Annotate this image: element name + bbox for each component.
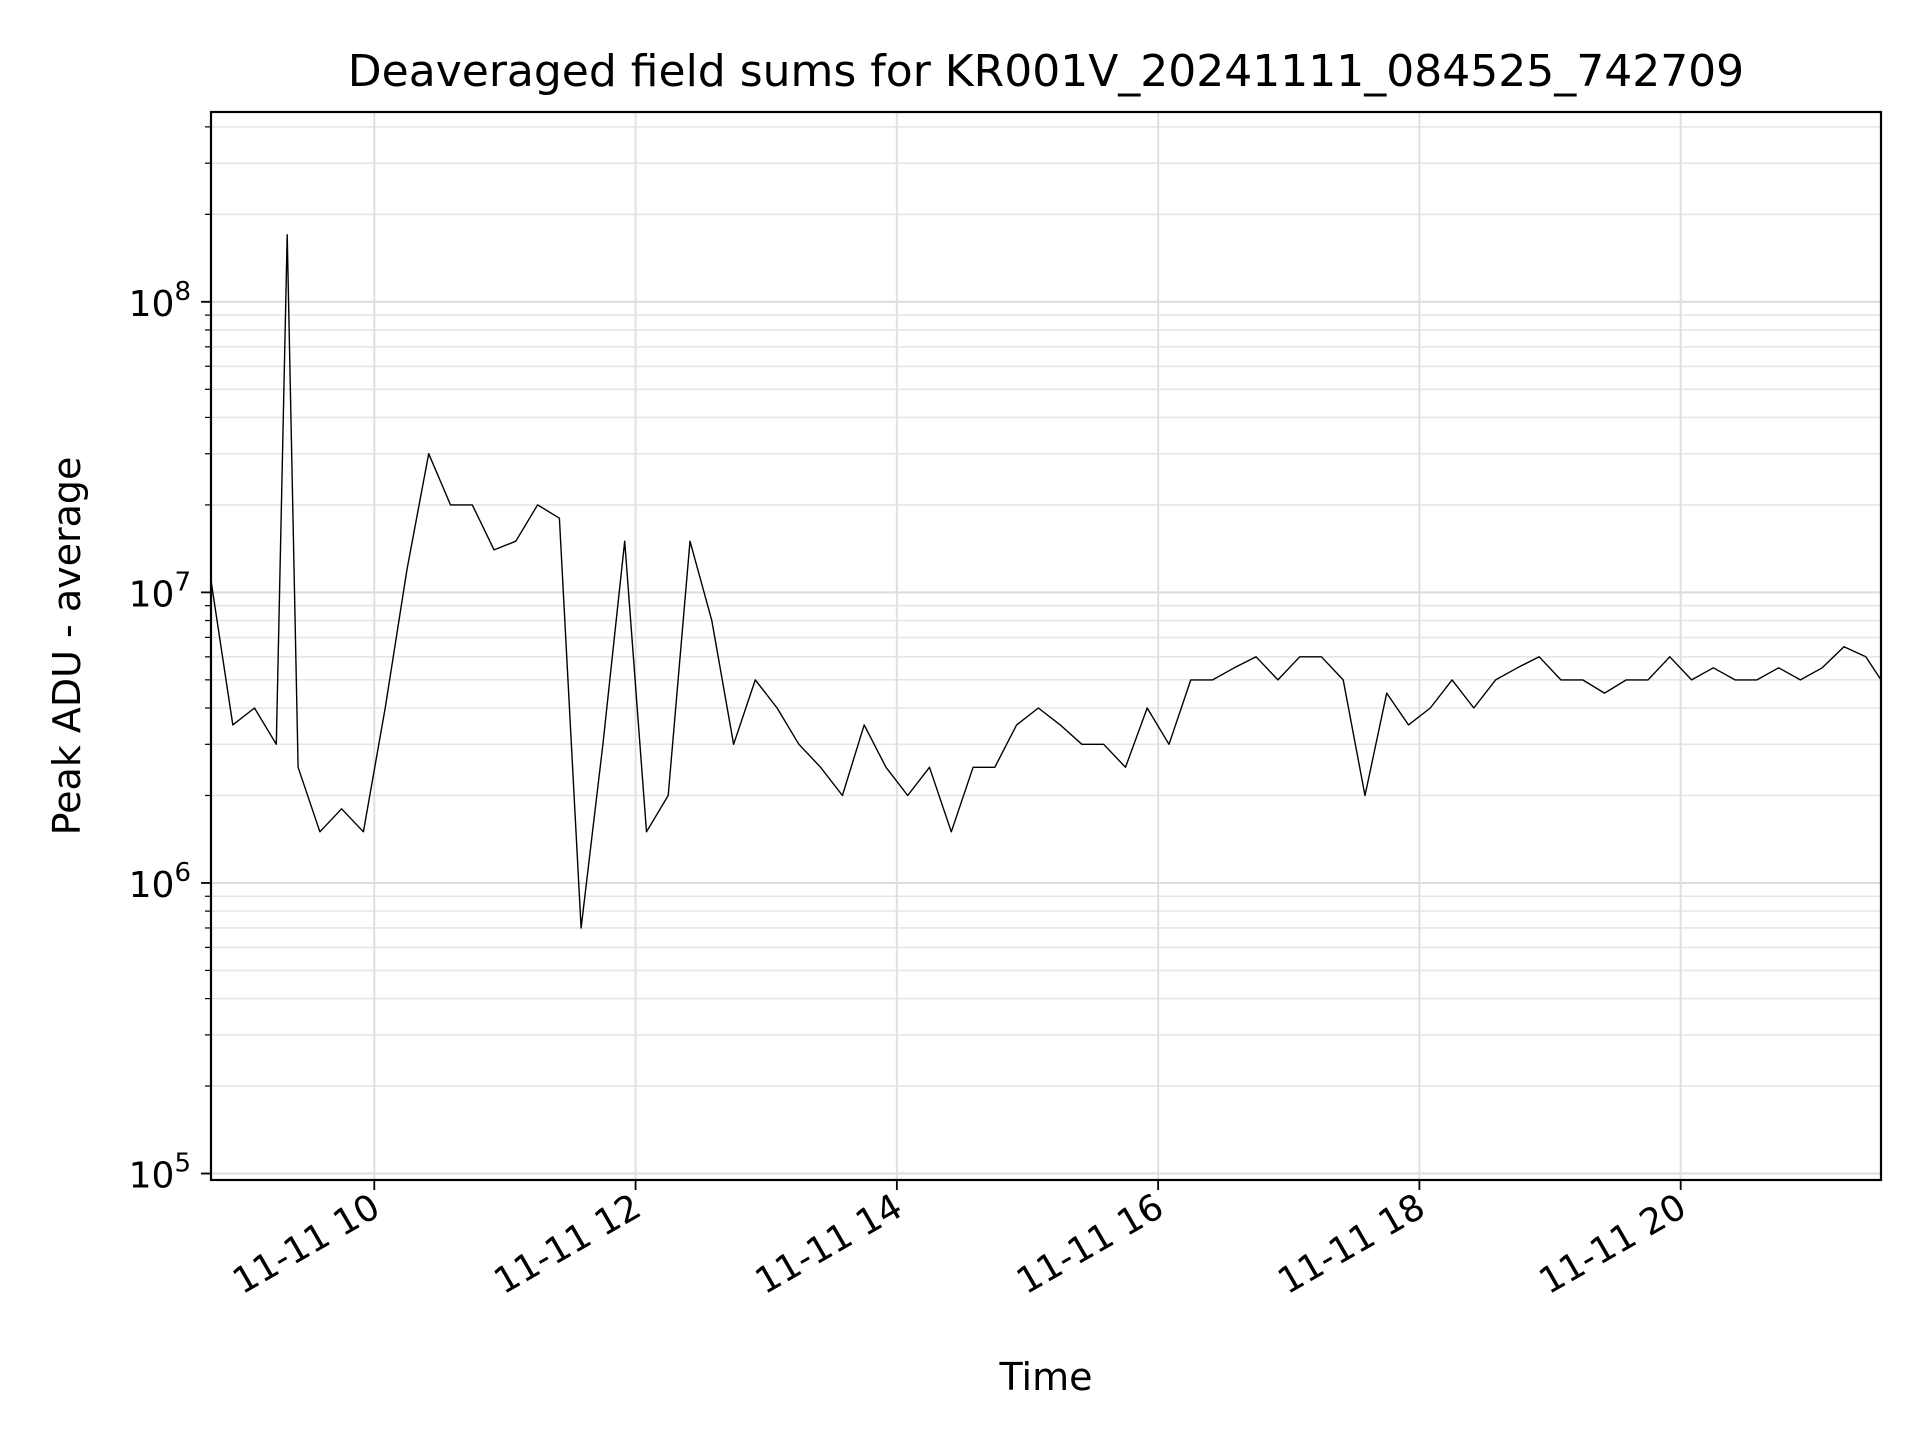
grid-lines (211, 112, 1881, 1180)
series-line (210, 234, 1882, 929)
chart-title: Deaveraged field sums for KR001V_2024111… (348, 46, 1744, 97)
x-tick-label: 11-11 18 (1271, 1186, 1432, 1302)
x-tick-label: 11-11 20 (1533, 1186, 1694, 1302)
y-tick-label: 108 (129, 277, 191, 325)
y-tick-label: 107 (129, 567, 191, 615)
y-tick-labels: 105 106 107 108 (129, 277, 191, 1197)
tick-marks (201, 126, 1682, 1190)
y-tick-label: 106 (129, 858, 191, 906)
x-tick-labels: 11-11 10 11-11 12 11-11 14 11-11 16 11-11 18… (226, 1186, 1693, 1302)
x-tick-label: 11-11 10 (226, 1186, 387, 1302)
x-tick-label: 11-11 14 (749, 1186, 910, 1302)
y-axis-label: Peak ADU - average (45, 457, 89, 836)
x-axis-label: Time (999, 1355, 1093, 1399)
x-tick-label: 11-11 12 (487, 1186, 648, 1302)
y-tick-label: 105 (129, 1149, 191, 1197)
plot-frame (209, 110, 1883, 1182)
x-tick-label: 11-11 16 (1010, 1186, 1171, 1302)
